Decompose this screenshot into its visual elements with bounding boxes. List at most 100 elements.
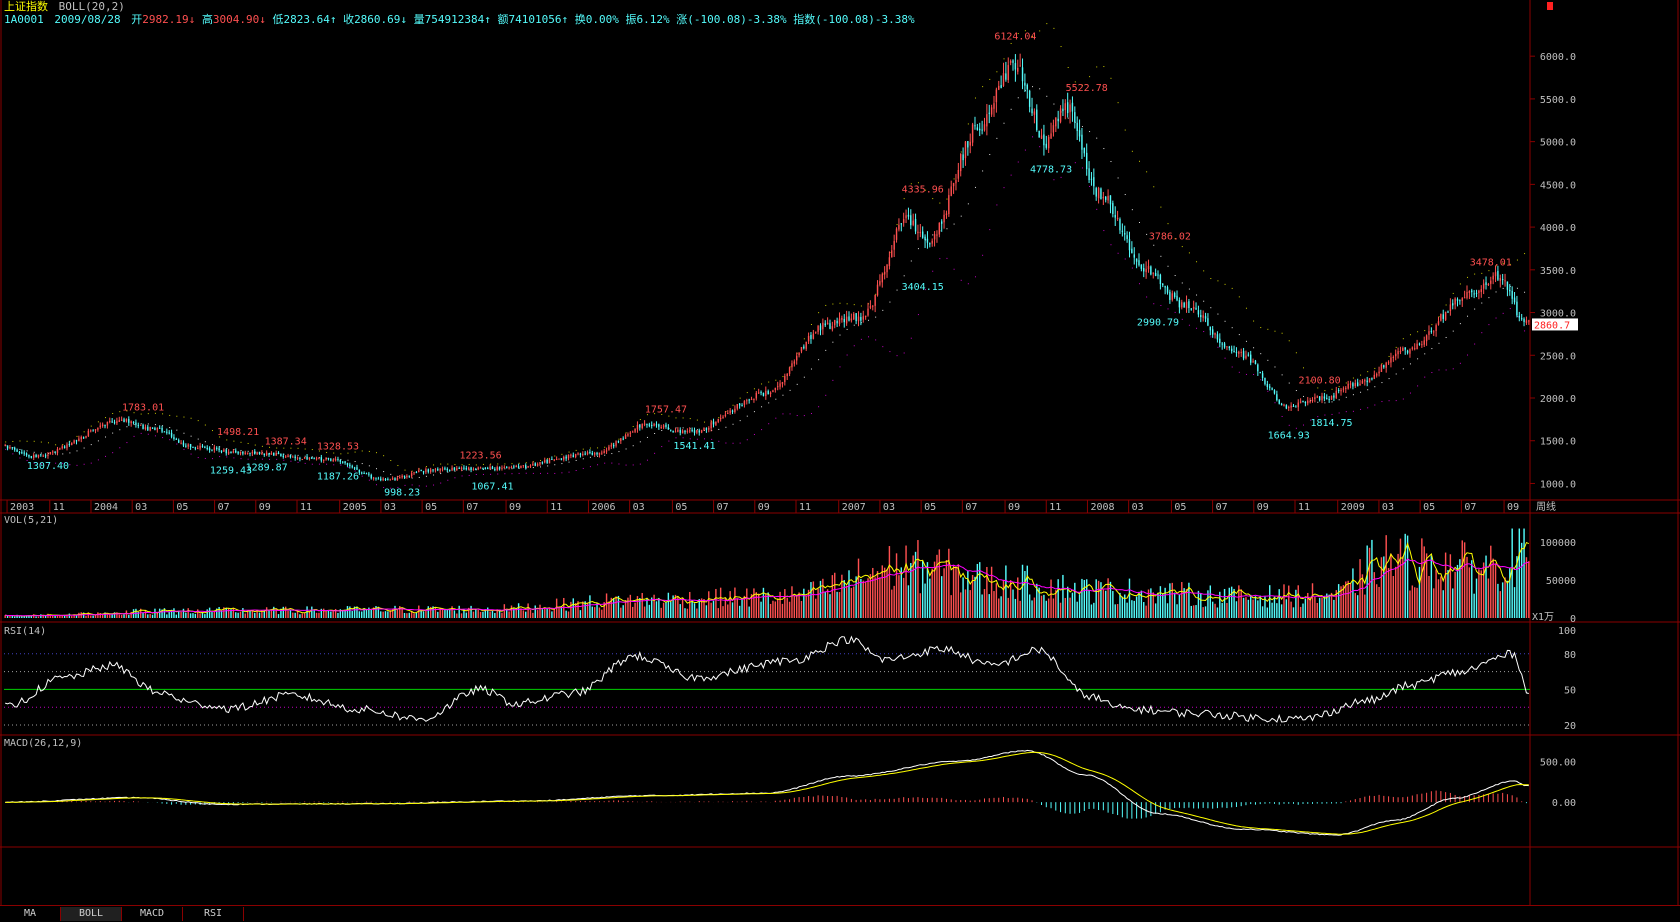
boll-dot xyxy=(1502,287,1504,289)
boll-dot xyxy=(554,464,556,466)
candle-up xyxy=(577,453,579,455)
candle-up xyxy=(332,460,334,462)
boll-dot xyxy=(19,457,21,459)
high-price-label: 3478.01 xyxy=(1470,258,1512,269)
candle-down xyxy=(1261,373,1264,378)
boll-dot xyxy=(418,476,420,478)
boll-dot xyxy=(490,473,492,475)
candle-down xyxy=(446,469,449,471)
candle-up xyxy=(118,420,120,422)
boll-dot xyxy=(953,223,955,225)
candle-up xyxy=(555,459,558,461)
boll-dot xyxy=(532,472,534,474)
volume-bar-up xyxy=(653,594,655,618)
boll-dot xyxy=(1117,252,1119,254)
boll-dot xyxy=(661,413,663,415)
tab-boll[interactable]: BOLL xyxy=(61,907,122,921)
volume-bar-up xyxy=(116,612,118,618)
boll-dot xyxy=(974,276,976,278)
candle-down xyxy=(1197,310,1200,315)
boll-dot xyxy=(646,459,648,461)
boll-dot xyxy=(1260,353,1262,355)
boll-dot xyxy=(917,182,919,184)
candle-down xyxy=(974,125,976,127)
candle-down xyxy=(651,425,653,427)
boll-dot xyxy=(390,487,392,489)
volume-bar-down xyxy=(23,616,25,618)
boll-dot xyxy=(632,445,634,447)
amount-value: 74101056 xyxy=(508,13,562,26)
volume-bar-down xyxy=(1285,599,1288,618)
candle-up xyxy=(1345,387,1347,389)
boll-dot xyxy=(568,461,570,463)
candle-up xyxy=(1192,306,1195,309)
amount-label: 额 xyxy=(497,13,509,26)
candle-down xyxy=(465,468,468,470)
volume-bar-up xyxy=(784,589,786,618)
candle-down xyxy=(1140,264,1143,269)
boll-dot xyxy=(147,423,149,425)
candle-down xyxy=(1333,395,1335,398)
candle-down xyxy=(1105,196,1107,200)
candle-down xyxy=(92,430,94,432)
candle-down xyxy=(380,478,382,481)
boll-dot xyxy=(1345,382,1347,384)
candle-up xyxy=(1252,361,1254,363)
volume-bar-down xyxy=(194,613,197,618)
boll-dot xyxy=(105,417,107,419)
volume-bar-up xyxy=(577,601,579,618)
time-tick-label: 09 xyxy=(1507,502,1519,513)
boll-dot xyxy=(390,473,392,475)
boll-dot xyxy=(1395,400,1397,402)
boll-dot xyxy=(661,430,663,432)
candle-down xyxy=(1304,402,1307,404)
candle-down xyxy=(448,469,451,471)
volume-bar-down xyxy=(1169,583,1171,618)
candle-up xyxy=(275,453,277,456)
volume-bar-up xyxy=(950,595,952,618)
boll-dot xyxy=(511,473,513,475)
volume-bar-up xyxy=(1102,589,1105,618)
volume-bar-down xyxy=(173,608,175,618)
candle-up xyxy=(919,232,922,234)
candle-down xyxy=(1233,351,1235,353)
scroll-marker[interactable] xyxy=(1547,2,1553,10)
boll-dot xyxy=(611,462,613,464)
volume-bar-up xyxy=(743,595,746,618)
volume-bar-down xyxy=(1261,606,1264,618)
volume-bar-up xyxy=(883,567,886,618)
low-price-label: 1259.43 xyxy=(210,465,252,476)
volume-bar-up xyxy=(933,561,936,618)
rsi-tick-label: 50 xyxy=(1564,685,1576,696)
volume-bar-down xyxy=(1223,588,1226,618)
volume-bar-up xyxy=(729,591,731,618)
candle-down xyxy=(427,469,429,472)
volume-label: 量 xyxy=(413,13,425,26)
volume-bar-down xyxy=(1114,604,1116,618)
tab-rsi[interactable]: RSI xyxy=(183,907,244,921)
volume-bar-down xyxy=(21,616,23,618)
volume-bar-up xyxy=(1349,583,1352,618)
volume-bar-down xyxy=(819,580,822,618)
volume-bar-up xyxy=(831,575,834,618)
volume-bar-up xyxy=(61,615,63,618)
boll-dot xyxy=(290,460,292,462)
tab-ma[interactable]: MA xyxy=(0,907,61,921)
tab-macd[interactable]: MACD xyxy=(122,907,183,921)
volume-bar-up xyxy=(862,580,864,618)
volume-bar-down xyxy=(617,595,620,618)
boll-dot xyxy=(1032,136,1034,138)
candle-up xyxy=(719,418,722,420)
boll-dot xyxy=(1188,324,1190,326)
boll-dot xyxy=(1210,307,1212,309)
boll-dot xyxy=(689,438,691,440)
boll-dot xyxy=(504,468,506,470)
boll-dot xyxy=(190,417,192,419)
boll-dot xyxy=(1467,276,1469,278)
candle-down xyxy=(1518,315,1521,318)
boll-dot xyxy=(1167,265,1169,267)
candle-down xyxy=(693,430,696,433)
boll-dot xyxy=(1096,66,1098,68)
volume-bar-down xyxy=(339,609,342,618)
